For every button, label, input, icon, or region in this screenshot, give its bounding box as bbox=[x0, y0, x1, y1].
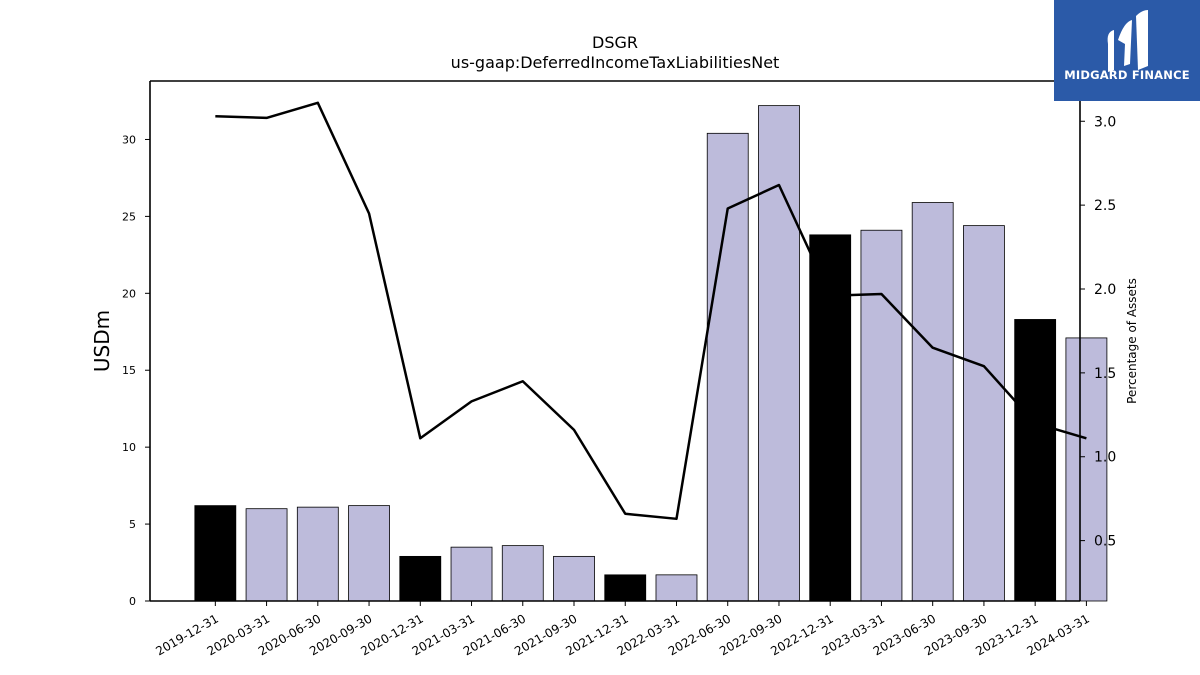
bar-2023-12-31 bbox=[1014, 319, 1057, 602]
logo-text: MIDGARD FINANCE bbox=[1064, 68, 1190, 82]
bar-2022-06-30 bbox=[706, 132, 749, 602]
y2-tick-label: 0.5 bbox=[1094, 534, 1116, 550]
y-axis-label: USDm bbox=[90, 310, 114, 372]
bar-2021-06-30 bbox=[501, 545, 544, 602]
midgard-finance-logo: MIDGARD FINANCE bbox=[1054, 0, 1200, 101]
y2-tick-label: 3.0 bbox=[1094, 114, 1116, 130]
bar-2020-09-30 bbox=[348, 505, 390, 602]
y-tick-label: 20 bbox=[122, 287, 136, 300]
logo-mark-icon bbox=[1107, 10, 1148, 72]
bar-2023-09-30 bbox=[963, 225, 1005, 602]
chart-title: DSGR bbox=[592, 33, 638, 52]
bar-2024-03-31 bbox=[1065, 337, 1108, 602]
y2-tick-label: 1.5 bbox=[1094, 366, 1116, 382]
bar-2021-12-31 bbox=[604, 574, 647, 602]
bar-2022-12-31 bbox=[809, 234, 852, 602]
bar-2020-06-30 bbox=[296, 506, 339, 602]
bar-2023-03-31 bbox=[860, 229, 903, 602]
bar-2020-03-31 bbox=[245, 508, 288, 602]
y-tick-label: 10 bbox=[122, 441, 136, 454]
chart-subtitle: us-gaap:DeferredIncomeTaxLiabilitiesNet bbox=[451, 53, 780, 72]
y2-tick-label: 2.5 bbox=[1094, 198, 1116, 214]
bar-2022-03-31 bbox=[655, 574, 698, 602]
y2-tick-label: 1.0 bbox=[1094, 450, 1116, 466]
y-tick-label: 30 bbox=[122, 133, 136, 146]
bar-2019-12-31 bbox=[194, 505, 237, 602]
bar-2021-03-31 bbox=[450, 546, 493, 602]
y-tick-label: 0 bbox=[129, 595, 136, 608]
line-series-percentage-of-assets bbox=[215, 101, 1087, 521]
bar-2021-09-30 bbox=[553, 555, 595, 602]
y2-tick-label: 2.0 bbox=[1094, 282, 1116, 298]
y-tick-label: 5 bbox=[129, 518, 136, 531]
bar-2022-09-30 bbox=[758, 105, 800, 602]
bar-2020-12-31 bbox=[399, 555, 442, 602]
y2-axis-label: Percentage of Assets bbox=[1125, 278, 1139, 404]
y-tick-label: 25 bbox=[122, 210, 136, 223]
bar-2023-06-30 bbox=[911, 202, 954, 602]
y-tick-label: 15 bbox=[122, 364, 136, 377]
